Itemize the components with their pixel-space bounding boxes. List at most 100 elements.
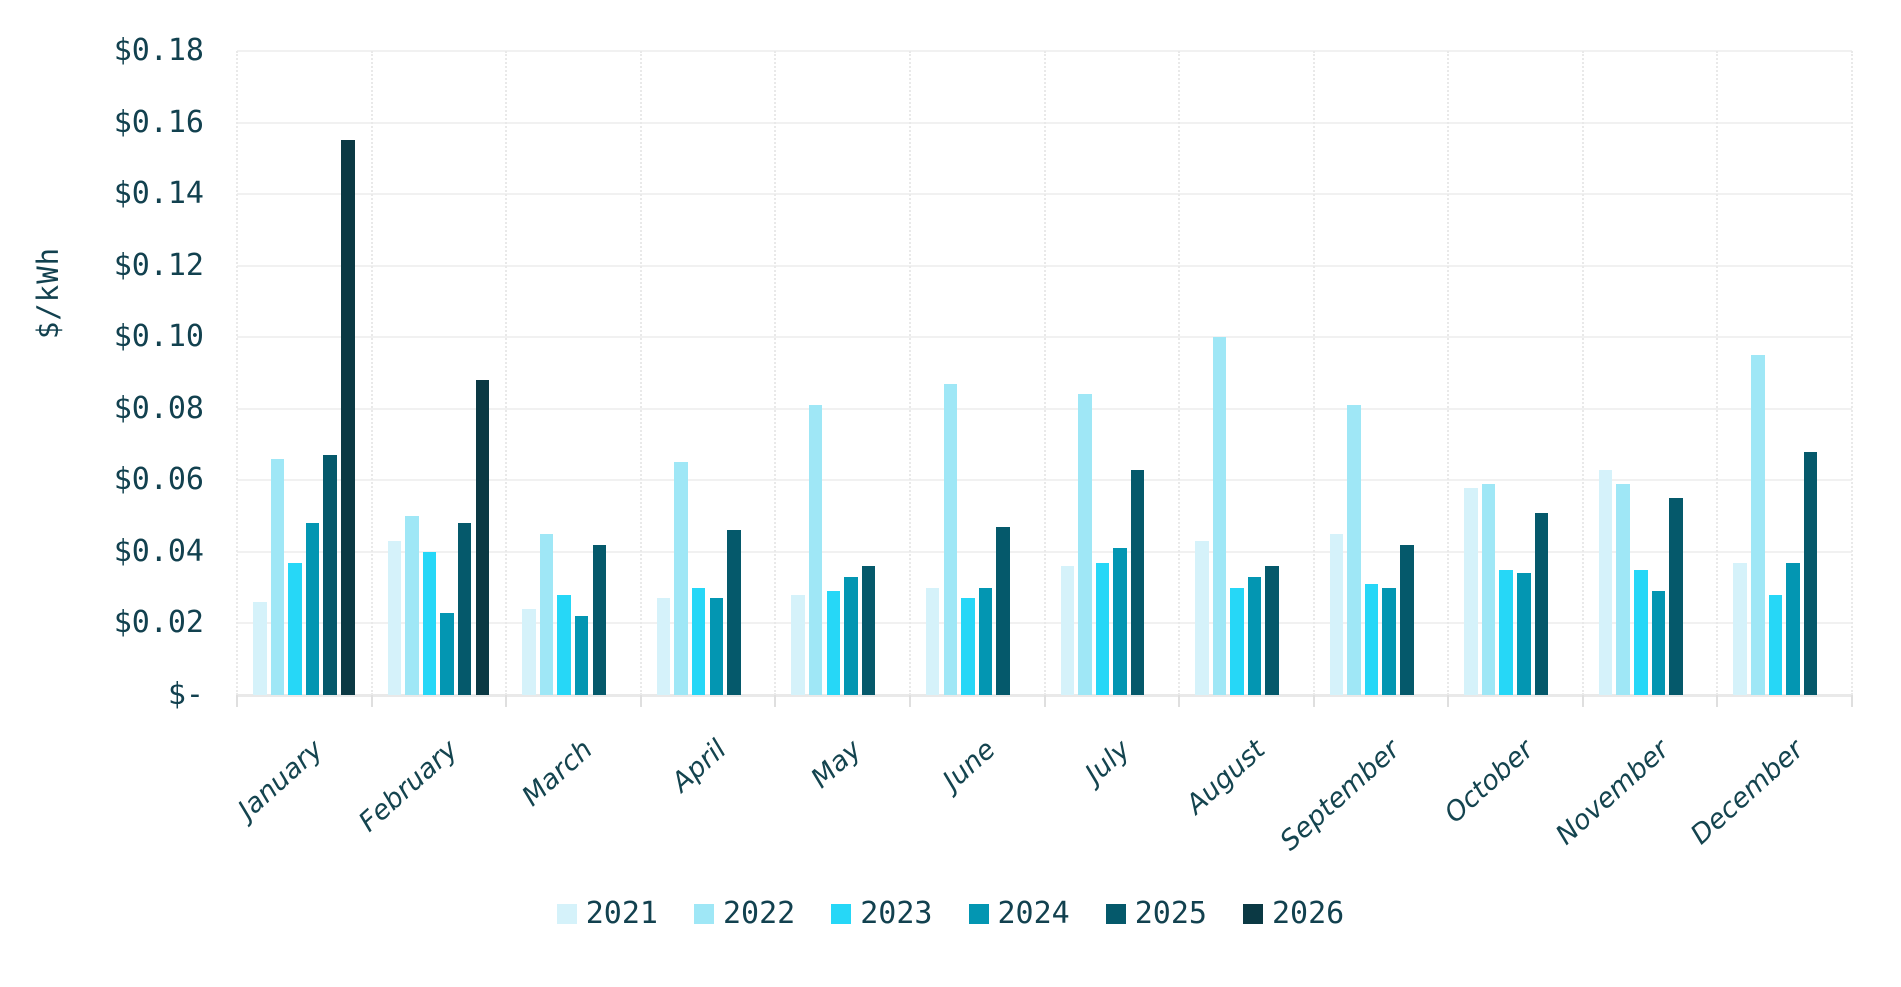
x-axis-label-june: June [937, 734, 1002, 797]
bar-2024-april [709, 598, 724, 695]
x-axis-tick [1043, 695, 1046, 707]
bar-2024-february [440, 612, 454, 695]
bar-2023-august [1230, 587, 1244, 695]
bar-2024-may [844, 576, 858, 695]
y-axis-tick-label: $0.10 [113, 319, 204, 355]
bar-2023-may [826, 591, 841, 695]
category-separator [1716, 51, 1719, 695]
bar-2021-october [1464, 487, 1478, 695]
bar-2025-july [1130, 469, 1145, 695]
bar-2022-july [1078, 394, 1092, 695]
bar-2021-august [1195, 541, 1209, 695]
bar-2025-september [1400, 544, 1414, 695]
x-axis-tick [908, 695, 911, 707]
x-axis-tick [1851, 695, 1853, 707]
bar-2023-october [1499, 569, 1513, 695]
x-axis-tick [1447, 695, 1450, 707]
y-axis-tick-label: $0.14 [113, 176, 204, 212]
bar-2023-december [1768, 594, 1783, 695]
bar-2024-december [1786, 562, 1800, 695]
bar-2022-may [808, 405, 823, 695]
bar-2024-january [305, 523, 320, 695]
x-axis-tick [774, 695, 777, 707]
bar-2021-december [1733, 562, 1747, 695]
x-axis-label-december: December [1684, 734, 1810, 851]
y-axis-tick-label: $0.08 [113, 390, 204, 426]
legend-swatch-icon [556, 903, 577, 924]
bar-2025-october [1534, 512, 1549, 695]
legend-label: 2025 [1134, 896, 1207, 931]
bar-2022-august [1212, 337, 1227, 695]
category-separator [908, 51, 911, 695]
legend-item-2023: 2023 [831, 896, 933, 931]
bar-2025-november [1669, 498, 1683, 695]
bar-2025-january [323, 455, 337, 695]
category-separator [1312, 51, 1315, 695]
category-separator [639, 51, 642, 695]
x-axis-label-march: March [515, 734, 599, 813]
bar-2023-june [961, 598, 975, 695]
plot-area [236, 50, 1853, 707]
category-separator [1447, 51, 1450, 695]
bar-2022-september [1347, 405, 1361, 695]
x-axis-tick [639, 695, 642, 707]
bar-2022-april [674, 462, 688, 695]
bar-2024-june [978, 587, 993, 695]
x-axis-label-july: July [1079, 734, 1137, 790]
y-axis-tick-label: $0.04 [113, 533, 204, 569]
bar-2022-march [539, 534, 554, 695]
legend-item-2024: 2024 [968, 896, 1070, 931]
x-axis-label-september: September [1274, 734, 1406, 857]
x-axis-label-january: January [232, 734, 330, 826]
category-separator [1581, 51, 1584, 695]
bar-2021-june [925, 587, 940, 695]
bar-2024-july [1113, 548, 1127, 695]
bar-2023-january [288, 562, 302, 695]
y-axis-tick-label: $0.16 [113, 104, 204, 140]
bar-2025-march [592, 544, 607, 695]
x-axis-tick [1581, 695, 1584, 707]
y-axis-tick-label: $- [167, 677, 204, 712]
bar-2025-august [1265, 566, 1279, 695]
x-axis-tick [1178, 695, 1181, 707]
x-axis-label-may: May [805, 734, 868, 795]
x-axis-label-april: April [666, 734, 733, 799]
bar-2023-july [1095, 562, 1110, 695]
legend-swatch-icon [694, 903, 714, 924]
category-separator [505, 51, 508, 695]
bar-2024-march [574, 616, 589, 695]
bar-2026-february [475, 380, 490, 695]
bar-2023-september [1364, 584, 1379, 695]
bar-2024-september [1382, 587, 1396, 695]
bar-2022-october [1481, 483, 1496, 695]
bar-2021-january [253, 601, 267, 695]
legend-item-2022: 2022 [694, 896, 795, 931]
bar-2023-march [557, 594, 571, 695]
category-separator [1043, 51, 1046, 695]
legend-label: 2022 [723, 896, 796, 931]
y-axis-title: $/kWh [31, 246, 65, 340]
legend-item-2025: 2025 [1105, 896, 1207, 931]
bar-2024-august [1247, 576, 1262, 695]
bar-2022-february [405, 516, 419, 695]
legend-swatch-icon [1105, 903, 1126, 924]
legend-label: 2024 [997, 896, 1070, 931]
bar-2025-february [457, 523, 472, 695]
legend-item-2021: 2021 [556, 896, 658, 931]
bar-2023-february [422, 551, 437, 695]
bar-2021-november [1598, 469, 1613, 695]
legend-swatch-icon [831, 903, 852, 924]
bar-2021-september [1329, 534, 1344, 695]
x-axis-label-february: February [352, 734, 464, 839]
legend: 2021 2022 2023 2024 2025 2026 [0, 896, 1901, 931]
bar-2021-july [1060, 566, 1074, 695]
category-separator [236, 51, 238, 695]
bar-2023-april [691, 587, 706, 695]
y-axis-tick-label: $0.18 [113, 33, 204, 68]
bar-2021-may [791, 594, 805, 695]
x-axis-label-november: November [1549, 734, 1675, 852]
bar-2021-april [656, 598, 671, 695]
bar-2022-december [1751, 355, 1765, 695]
x-axis-tick [505, 695, 508, 707]
